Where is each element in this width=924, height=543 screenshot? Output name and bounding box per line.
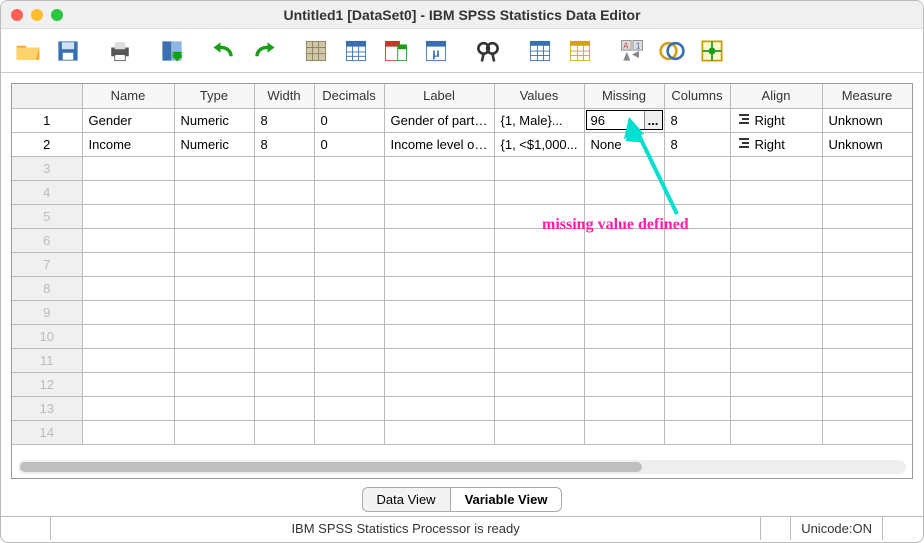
cell-label[interactable]: Income level of...	[384, 132, 494, 156]
status-processor: IBM SPSS Statistics Processor is ready	[51, 517, 761, 540]
row-number[interactable]: 7	[12, 252, 82, 276]
row-number[interactable]: 10	[12, 324, 82, 348]
cell-decimals[interactable]: 0	[314, 132, 384, 156]
save-button[interactable]	[51, 34, 85, 68]
table-row[interactable]: 13	[12, 396, 912, 420]
variable-grid: Name Type Width Decimals Label Values Mi…	[11, 83, 913, 479]
svg-text:A: A	[623, 41, 629, 50]
cell-type[interactable]: Numeric	[174, 108, 254, 132]
cell-values[interactable]: {1, Male}...	[494, 108, 584, 132]
horizontal-scrollbar[interactable]	[18, 460, 906, 474]
cell-width[interactable]: 8	[254, 132, 314, 156]
table-row[interactable]: 7	[12, 252, 912, 276]
col-missing[interactable]: Missing	[584, 84, 664, 108]
align-right-icon	[737, 137, 751, 152]
variable-table[interactable]: Name Type Width Decimals Label Values Mi…	[12, 84, 912, 445]
col-width[interactable]: Width	[254, 84, 314, 108]
header-row: Name Type Width Decimals Label Values Mi…	[12, 84, 912, 108]
cell-align[interactable]: Right	[730, 132, 822, 156]
cell-measure[interactable]: Unknown	[822, 132, 912, 156]
tab-data-view[interactable]: Data View	[362, 487, 450, 512]
table-row[interactable]: 8	[12, 276, 912, 300]
table-row[interactable]: 3	[12, 156, 912, 180]
run-descriptives-button[interactable]: μ	[419, 34, 453, 68]
align-right-icon	[737, 113, 751, 128]
col-measure[interactable]: Measure	[822, 84, 912, 108]
cell-values[interactable]: {1, <$1,000...	[494, 132, 584, 156]
row-number[interactable]: 6	[12, 228, 82, 252]
cell-measure[interactable]: Unknown	[822, 108, 912, 132]
print-button[interactable]	[103, 34, 137, 68]
table-row[interactable]: 6	[12, 228, 912, 252]
table-row[interactable]: 12	[12, 372, 912, 396]
col-type[interactable]: Type	[174, 84, 254, 108]
goto-case-button[interactable]	[299, 34, 333, 68]
table-row[interactable]: 14	[12, 420, 912, 444]
row-number[interactable]: 14	[12, 420, 82, 444]
col-values[interactable]: Values	[494, 84, 584, 108]
table-row[interactable]: 9	[12, 300, 912, 324]
svg-text:1: 1	[636, 41, 640, 50]
recall-dialog-button[interactable]	[155, 34, 189, 68]
row-number[interactable]: 11	[12, 348, 82, 372]
row-number[interactable]: 1	[12, 108, 82, 132]
col-name[interactable]: Name	[82, 84, 174, 108]
cell-missing[interactable]: None	[584, 132, 664, 156]
open-file-button[interactable]	[11, 34, 45, 68]
cell-columns[interactable]: 8	[664, 132, 730, 156]
row-number[interactable]: 8	[12, 276, 82, 300]
row-number[interactable]: 4	[12, 180, 82, 204]
redo-button[interactable]	[247, 34, 281, 68]
value-labels-button[interactable]	[655, 34, 689, 68]
goto-variable-button[interactable]	[339, 34, 373, 68]
table-row[interactable]: 11	[12, 348, 912, 372]
col-align[interactable]: Align	[730, 84, 822, 108]
row-number[interactable]: 13	[12, 396, 82, 420]
undo-button[interactable]	[207, 34, 241, 68]
window-controls	[11, 9, 63, 21]
cell-decimals[interactable]: 0	[314, 108, 384, 132]
cell-name[interactable]: Gender	[82, 108, 174, 132]
row-number[interactable]: 12	[12, 372, 82, 396]
table-row[interactable]: 4	[12, 180, 912, 204]
minimize-window-button[interactable]	[31, 9, 43, 21]
cell-missing[interactable]: 96...	[584, 108, 664, 132]
toolbar: μ A1	[1, 29, 923, 73]
row-number[interactable]: 2	[12, 132, 82, 156]
table-row[interactable]: 10	[12, 324, 912, 348]
split-file-button[interactable]	[523, 34, 557, 68]
use-variable-sets-button[interactable]	[695, 34, 729, 68]
weight-cases-button[interactable]	[563, 34, 597, 68]
missing-value: 96	[587, 113, 644, 128]
cell-width[interactable]: 8	[254, 108, 314, 132]
cell-align[interactable]: Right	[730, 108, 822, 132]
col-decimals[interactable]: Decimals	[314, 84, 384, 108]
row-number[interactable]: 3	[12, 156, 82, 180]
table-row[interactable]: 2IncomeNumeric80Income level of...{1, <$…	[12, 132, 912, 156]
col-columns[interactable]: Columns	[664, 84, 730, 108]
col-label[interactable]: Label	[384, 84, 494, 108]
tab-variable-view[interactable]: Variable View	[450, 487, 563, 512]
row-number[interactable]: 5	[12, 204, 82, 228]
corner-cell	[12, 84, 82, 108]
status-unicode: Unicode:ON	[791, 517, 883, 540]
variables-button[interactable]	[379, 34, 413, 68]
cell-columns[interactable]: 8	[664, 108, 730, 132]
titlebar: Untitled1 [DataSet0] - IBM SPSS Statisti…	[1, 1, 923, 29]
select-cases-button[interactable]: A1	[615, 34, 649, 68]
find-button[interactable]	[471, 34, 505, 68]
zoom-window-button[interactable]	[51, 9, 63, 21]
close-window-button[interactable]	[11, 9, 23, 21]
svg-text:μ: μ	[432, 46, 440, 60]
cell-label[interactable]: Gender of parti...	[384, 108, 494, 132]
cell-name[interactable]: Income	[82, 132, 174, 156]
table-row[interactable]: 1GenderNumeric80Gender of parti...{1, Ma…	[12, 108, 912, 132]
row-number[interactable]: 9	[12, 300, 82, 324]
window-title: Untitled1 [DataSet0] - IBM SPSS Statisti…	[11, 7, 913, 23]
ellipsis-button[interactable]: ...	[644, 111, 662, 129]
cell-type[interactable]: Numeric	[174, 132, 254, 156]
table-row[interactable]: 5	[12, 204, 912, 228]
status-bar: IBM SPSS Statistics Processor is ready U…	[1, 516, 923, 540]
view-tabs: Data View Variable View	[1, 487, 923, 516]
